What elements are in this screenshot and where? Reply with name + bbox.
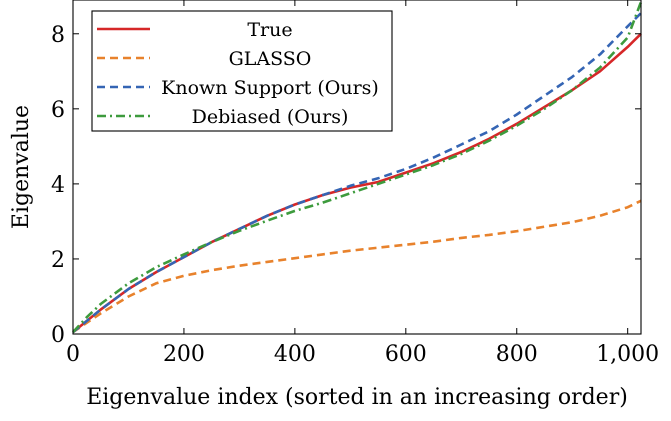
x-tick-label: 400 bbox=[274, 342, 316, 367]
x-axis-title: Eigenvalue index (sorted in an increasin… bbox=[86, 385, 628, 410]
series-layer bbox=[72, 1, 643, 334]
y-tick-label: 4 bbox=[51, 173, 65, 198]
legend-label-3: Debiased (Ours) bbox=[192, 106, 349, 128]
series-line-2 bbox=[72, 12, 642, 334]
y-tick-label: 0 bbox=[51, 323, 65, 348]
x-tick-label: 0 bbox=[66, 342, 80, 367]
x-tick-label: 600 bbox=[385, 342, 427, 367]
y-tick-label: 8 bbox=[51, 23, 65, 48]
legend-label-1: GLASSO bbox=[229, 48, 312, 70]
legend-box bbox=[91, 10, 393, 132]
series-line-1 bbox=[72, 199, 642, 334]
y-tick-label: 6 bbox=[51, 98, 65, 123]
x-tick-label: 200 bbox=[163, 342, 205, 367]
x-tick-label: 1,000 bbox=[596, 342, 659, 367]
plot-area-frame bbox=[72, 0, 642, 335]
legend-label-0: True bbox=[247, 19, 292, 41]
ticks-layer: 0 200 400 600 800 1,000 0 2 4 6 8 bbox=[51, 0, 659, 367]
series-line-3 bbox=[72, 1, 643, 333]
y-tick-label: 2 bbox=[51, 248, 65, 273]
legend-label-2: Known Support (Ours) bbox=[161, 77, 379, 99]
x-tick-label: 800 bbox=[496, 342, 538, 367]
legend: True GLASSO Known Support (Ours) Debiased (… bbox=[91, 10, 393, 132]
y-axis-title: Eigenvalue bbox=[9, 105, 34, 229]
